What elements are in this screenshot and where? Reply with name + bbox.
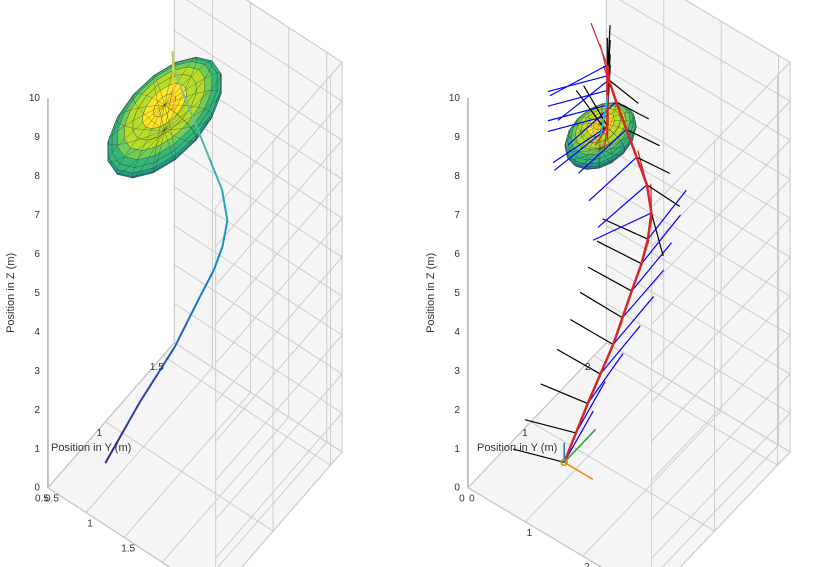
left-svg: 0123456789100.511.522.50.511.5 Position … — [0, 0, 420, 567]
svg-text:9: 9 — [34, 132, 40, 143]
svg-text:1: 1 — [522, 428, 528, 439]
svg-text:8: 8 — [34, 171, 40, 182]
svg-text:0: 0 — [34, 483, 40, 494]
right-panel: 0123456789100123012 Position in X (m) Po… — [419, 0, 839, 567]
svg-text:3: 3 — [454, 366, 460, 377]
svg-text:1: 1 — [454, 444, 460, 455]
svg-text:7: 7 — [34, 210, 40, 221]
svg-text:1: 1 — [34, 444, 40, 455]
svg-text:7: 7 — [454, 210, 460, 221]
right-3d-axes — [468, 0, 790, 567]
svg-text:6: 6 — [454, 249, 460, 260]
z-axis-label: Position in Z (m) — [425, 253, 437, 333]
left-panel: 0123456789100.511.522.50.511.5 Position … — [0, 0, 420, 567]
figure-root: 0123456789100.511.522.50.511.5 Position … — [0, 0, 839, 567]
svg-text:0: 0 — [454, 483, 460, 494]
svg-text:0.5: 0.5 — [35, 494, 49, 505]
svg-text:2: 2 — [34, 405, 40, 416]
svg-text:2: 2 — [584, 562, 590, 567]
svg-text:2: 2 — [454, 405, 460, 416]
right-svg: 0123456789100123012 Position in X (m) Po… — [419, 0, 839, 567]
svg-text:1: 1 — [527, 528, 533, 539]
svg-text:2: 2 — [585, 362, 591, 373]
svg-text:1: 1 — [97, 428, 103, 439]
svg-text:6: 6 — [34, 249, 40, 260]
svg-text:4: 4 — [34, 327, 40, 338]
svg-text:9: 9 — [454, 132, 460, 143]
svg-text:1.5: 1.5 — [121, 543, 135, 554]
z-axis-label: Position in Z (m) — [5, 253, 17, 333]
svg-text:4: 4 — [454, 327, 460, 338]
svg-text:5: 5 — [34, 288, 40, 299]
svg-text:8: 8 — [454, 171, 460, 182]
svg-text:10: 10 — [29, 93, 41, 104]
y-axis-label: Position in Y (m) — [477, 442, 557, 454]
svg-text:3: 3 — [34, 366, 40, 377]
svg-text:10: 10 — [449, 93, 461, 104]
svg-text:0: 0 — [459, 494, 465, 505]
svg-text:5: 5 — [454, 288, 460, 299]
svg-text:0: 0 — [469, 494, 475, 505]
svg-text:1.5: 1.5 — [150, 362, 164, 373]
svg-text:1: 1 — [87, 519, 93, 530]
y-axis-label: Position in Y (m) — [51, 442, 131, 454]
